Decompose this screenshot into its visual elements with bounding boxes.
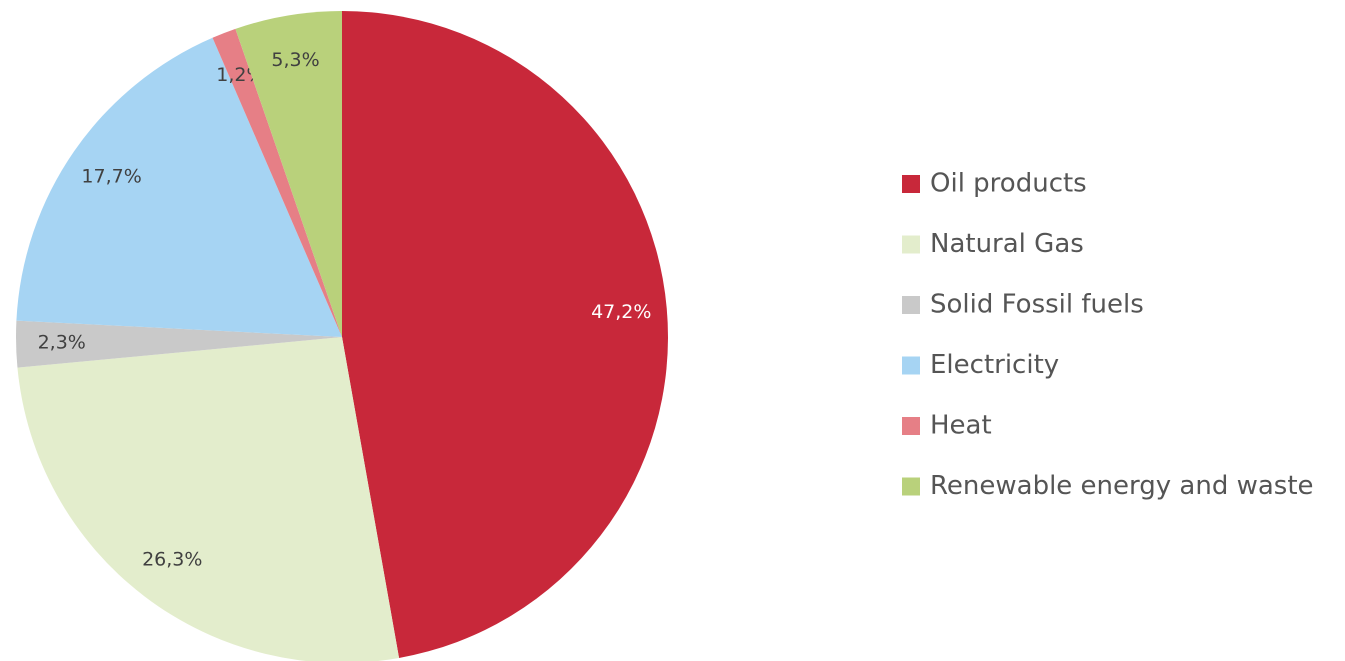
- pie-slice: [212, 28, 342, 338]
- pie-slice: [16, 320, 343, 368]
- slice-label: 26,3%: [142, 549, 202, 571]
- legend-swatch: [902, 477, 920, 496]
- slice-label: 17,7%: [81, 166, 141, 188]
- legend-label: Solid Fossil fuels: [930, 290, 1144, 320]
- slice-label: 5,3%: [271, 49, 319, 71]
- pie-slice: [235, 11, 342, 337]
- legend-label: Oil products: [930, 169, 1087, 199]
- legend-swatch: [902, 235, 920, 254]
- legend-label: Electricity: [930, 350, 1059, 380]
- pie-slice: [17, 337, 400, 661]
- pie-slice: [342, 11, 668, 658]
- slice-label: 47,2%: [591, 301, 651, 323]
- legend-swatch: [902, 175, 920, 193]
- legend-label: Renewable energy and waste: [930, 471, 1314, 501]
- legend-swatch: [902, 296, 920, 314]
- legend-label: Natural Gas: [930, 229, 1084, 259]
- slice-label: 2,3%: [38, 332, 86, 354]
- legend-label: Heat: [930, 411, 992, 441]
- pie-slice: [16, 37, 343, 338]
- legend-swatch: [902, 356, 920, 375]
- legend-swatch: [902, 417, 920, 435]
